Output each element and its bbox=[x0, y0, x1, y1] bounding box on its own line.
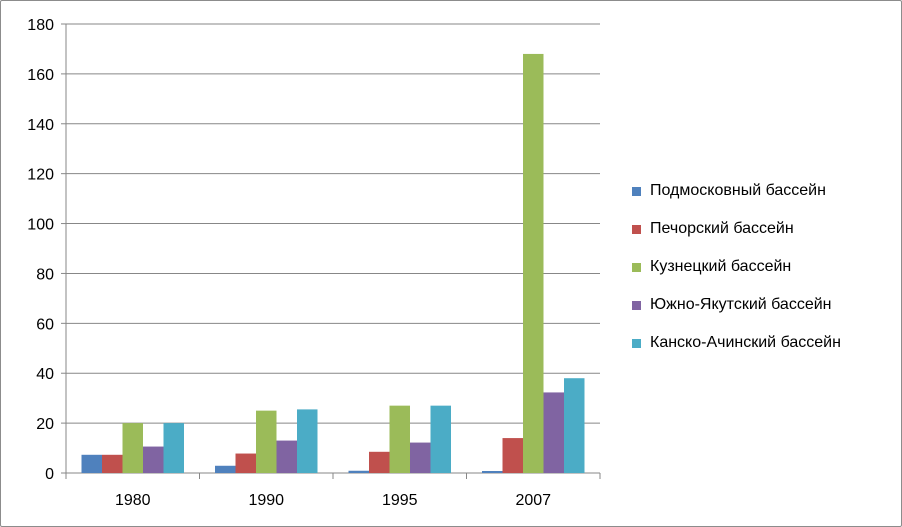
bar bbox=[143, 446, 164, 473]
y-tick-label: 120 bbox=[27, 167, 54, 184]
y-tick-label: 40 bbox=[36, 366, 54, 383]
bar bbox=[523, 53, 544, 473]
bar bbox=[430, 405, 451, 473]
y-tick-label: 0 bbox=[45, 466, 54, 483]
bar bbox=[102, 454, 123, 473]
y-tick-label: 80 bbox=[36, 266, 54, 283]
y-tick-label: 160 bbox=[27, 67, 54, 84]
legend-swatch bbox=[632, 338, 641, 348]
bar bbox=[389, 405, 410, 473]
bar bbox=[215, 465, 236, 473]
bar bbox=[564, 378, 585, 473]
legend-label: Канско-Ачинский бассейн bbox=[650, 334, 841, 351]
legend-item: Канско-Ачинский бассейн bbox=[632, 324, 841, 362]
legend-item: Южно-Якутский бассейн bbox=[632, 286, 841, 324]
x-tick-label: 1990 bbox=[248, 492, 284, 509]
y-tick-label: 140 bbox=[27, 117, 54, 134]
bar bbox=[122, 423, 143, 473]
legend-label: Печорский бассейн bbox=[650, 220, 794, 237]
bar bbox=[410, 442, 431, 473]
legend-swatch bbox=[632, 300, 641, 310]
legend-item: Подмосковный бассейн bbox=[632, 172, 841, 210]
bar bbox=[235, 453, 256, 473]
legend-label: Кузнецкий бассейн bbox=[650, 258, 792, 275]
legend-item: Печорский бассейн bbox=[632, 210, 841, 248]
bar bbox=[482, 471, 503, 473]
legend-label: Южно-Якутский бассейн bbox=[650, 296, 832, 313]
bar bbox=[348, 470, 369, 473]
bar bbox=[297, 409, 318, 473]
x-tick-label: 1995 bbox=[382, 492, 418, 509]
bar bbox=[502, 438, 523, 473]
chart-legend: Подмосковный бассейн Печорский бассейн Куз… bbox=[632, 172, 841, 362]
legend-swatch bbox=[632, 224, 641, 234]
legend-swatch bbox=[632, 262, 641, 272]
legend-label: Подмосковный бассейн bbox=[650, 182, 826, 199]
bar bbox=[256, 410, 277, 473]
y-tick-label: 100 bbox=[27, 217, 54, 234]
y-tick-label: 20 bbox=[36, 416, 54, 433]
bar bbox=[543, 392, 564, 473]
bar bbox=[369, 451, 390, 473]
y-tick-label: 60 bbox=[36, 316, 54, 333]
legend-item: Кузнецкий бассейн bbox=[632, 248, 841, 286]
bar bbox=[81, 454, 102, 473]
y-tick-label: 180 bbox=[27, 17, 54, 34]
x-tick-label: 2007 bbox=[515, 492, 551, 509]
bar bbox=[276, 440, 297, 473]
legend-swatch bbox=[632, 186, 641, 196]
x-tick-label: 1980 bbox=[115, 492, 151, 509]
bar bbox=[163, 423, 184, 473]
